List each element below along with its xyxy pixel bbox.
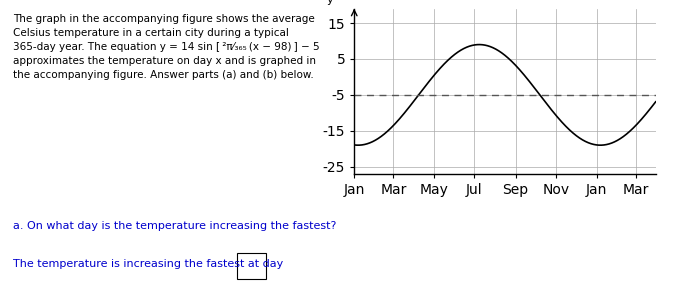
Text: a. On what day is the temperature increasing the fastest?: a. On what day is the temperature increa… <box>14 221 337 231</box>
Text: The temperature is increasing the fastest at day: The temperature is increasing the fastes… <box>14 259 283 269</box>
FancyBboxPatch shape <box>237 253 266 279</box>
Text: The graph in the accompanying figure shows the average
Celsius temperature in a : The graph in the accompanying figure sho… <box>14 14 320 79</box>
Y-axis label: y: y <box>326 0 333 5</box>
